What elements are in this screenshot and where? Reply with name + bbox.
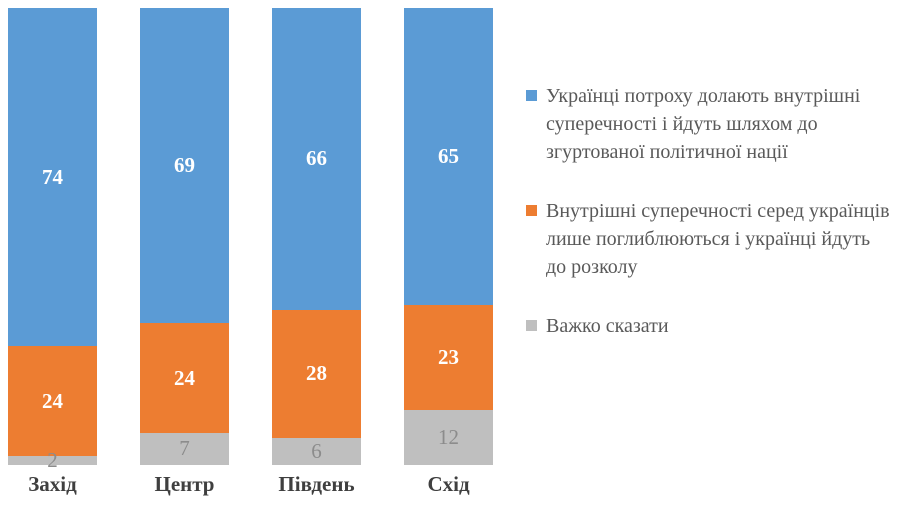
category-axis: Захід Центр Південь Схід — [8, 472, 493, 497]
legend-swatch-icon — [526, 320, 537, 331]
bar-segment-series3: 2 — [8, 449, 97, 470]
bar-4: 65 23 12 — [404, 8, 493, 465]
bar-segment-series2: 28 — [272, 309, 361, 438]
bar-value-label: 69 — [174, 153, 195, 178]
bar-segment-series1: 69 — [140, 8, 229, 324]
bar-segment-series2: 24 — [140, 323, 229, 433]
legend-item-2: Внутрішні суперечності серед українців л… — [526, 197, 894, 281]
bar-segment-series2: 23 — [404, 305, 493, 411]
legend-swatch-icon — [526, 90, 537, 101]
category-label: Центр — [154, 472, 215, 496]
bar-value-label: 65 — [438, 144, 459, 169]
legend-item-1: Українці потроху долають внутрішні супер… — [526, 82, 894, 166]
legend-swatch-icon — [526, 205, 537, 216]
plot-area: 74 24 2 69 24 7 66 28 6 65 23 12 Захід Центр Південь С… — [8, 8, 493, 497]
bar-segment-series1: 66 — [272, 8, 361, 310]
bar-segment-series2: 24 — [8, 346, 97, 456]
bar-value-label: 6 — [311, 438, 322, 463]
bar-segment-series3: 7 — [140, 433, 229, 465]
bar-segment-series1: 65 — [404, 8, 493, 306]
chart-legend: Українці потроху долають внутрішні супер… — [526, 82, 894, 371]
bar-value-label: 24 — [42, 388, 63, 413]
category-label: Південь — [278, 472, 355, 496]
legend-label: Важко сказати — [546, 315, 669, 337]
bar-value-label: 2 — [47, 447, 58, 472]
bar-segment-series3: 12 — [404, 410, 493, 465]
category-label: Захід — [28, 472, 77, 496]
bar-segment-series1: 74 — [8, 8, 97, 347]
bar-value-label: 12 — [438, 425, 459, 450]
legend-label: Українці потроху долають внутрішні супер… — [546, 85, 861, 163]
category-label: Схід — [427, 472, 470, 496]
bar-2: 69 24 7 — [140, 8, 229, 465]
legend-item-3: Важко сказати — [526, 312, 894, 340]
bar-value-label: 7 — [179, 436, 190, 461]
bar-value-label: 28 — [306, 361, 327, 386]
bar-segment-series3: 6 — [272, 437, 361, 465]
legend-label: Внутрішні суперечності серед українців л… — [546, 200, 890, 278]
bar-3: 66 28 6 — [272, 8, 361, 465]
bar-value-label: 24 — [174, 365, 195, 390]
bar-value-label: 23 — [438, 345, 459, 370]
bar-value-label: 66 — [306, 146, 327, 171]
bars-group: 74 24 2 69 24 7 66 28 6 65 23 12 — [8, 8, 493, 470]
bar-1: 74 24 2 — [8, 8, 97, 470]
bar-value-label: 74 — [42, 164, 63, 189]
